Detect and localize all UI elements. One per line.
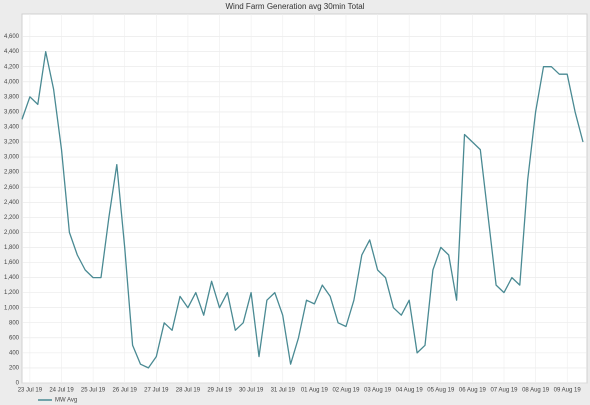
x-tick-label: 25 Jul 19	[81, 388, 106, 394]
y-tick-label: 0	[16, 381, 20, 387]
y-tick-label: 4,000	[4, 79, 20, 85]
y-tick-label: 2,600	[4, 185, 20, 191]
y-tick-label: 2,200	[4, 215, 20, 221]
y-tick-label: 3,800	[4, 94, 20, 100]
y-tick-label: 400	[9, 350, 20, 356]
x-tick-label: 02 Aug 19	[332, 388, 360, 394]
x-tick-label: 01 Aug 19	[301, 388, 329, 394]
x-tick-label: 05 Aug 19	[427, 388, 455, 394]
x-tick-label: 28 Jul 19	[176, 388, 201, 394]
y-tick-label: 2,800	[4, 170, 20, 176]
y-tick-label: 3,400	[4, 125, 20, 131]
y-tick-label: 4,400	[4, 49, 20, 55]
y-tick-label: 1,400	[4, 275, 20, 281]
data-line	[21, 51, 584, 369]
x-tick-label: 29 Jul 19	[207, 388, 232, 394]
x-tick-label: 06 Aug 19	[459, 388, 487, 394]
x-tick-label: 30 Jul 19	[239, 388, 264, 394]
y-tick-label: 4,600	[4, 34, 20, 40]
x-tick-label: 04 Aug 19	[396, 388, 424, 394]
x-tick-label: 24 Jul 19	[49, 388, 74, 394]
x-tick-label: 09 Aug 19	[554, 388, 582, 394]
y-tick-label: 1,800	[4, 245, 20, 251]
y-tick-label: 3,600	[4, 109, 20, 115]
legend-label: MW Avg	[55, 398, 77, 404]
y-tick-label: 1,000	[4, 305, 20, 311]
y-tick-label: 3,200	[4, 140, 20, 146]
y-tick-label: 2,000	[4, 230, 20, 236]
x-tick-label: 23 Jul 19	[18, 388, 43, 394]
y-tick-label: 1,600	[4, 260, 20, 266]
y-tick-label: 4,200	[4, 64, 20, 70]
y-tick-label: 1,200	[4, 290, 20, 296]
x-tick-label: 03 Aug 19	[364, 388, 392, 394]
x-tick-label: 08 Aug 19	[522, 388, 550, 394]
y-tick-label: 800	[9, 320, 20, 326]
y-tick-label: 600	[9, 335, 20, 341]
y-tick-label: 3,000	[4, 155, 20, 161]
plot-area	[21, 13, 588, 384]
x-tick-label: 07 Aug 19	[490, 388, 518, 394]
x-tick-label: 27 Jul 19	[144, 388, 169, 394]
x-tick-label: 31 Jul 19	[271, 388, 296, 394]
y-tick-label: 200	[9, 366, 20, 372]
x-tick-label: 26 Jul 19	[113, 388, 138, 394]
chart-title: Wind Farm Generation avg 30min Total	[225, 2, 364, 11]
y-tick-label: 2,400	[4, 200, 20, 206]
